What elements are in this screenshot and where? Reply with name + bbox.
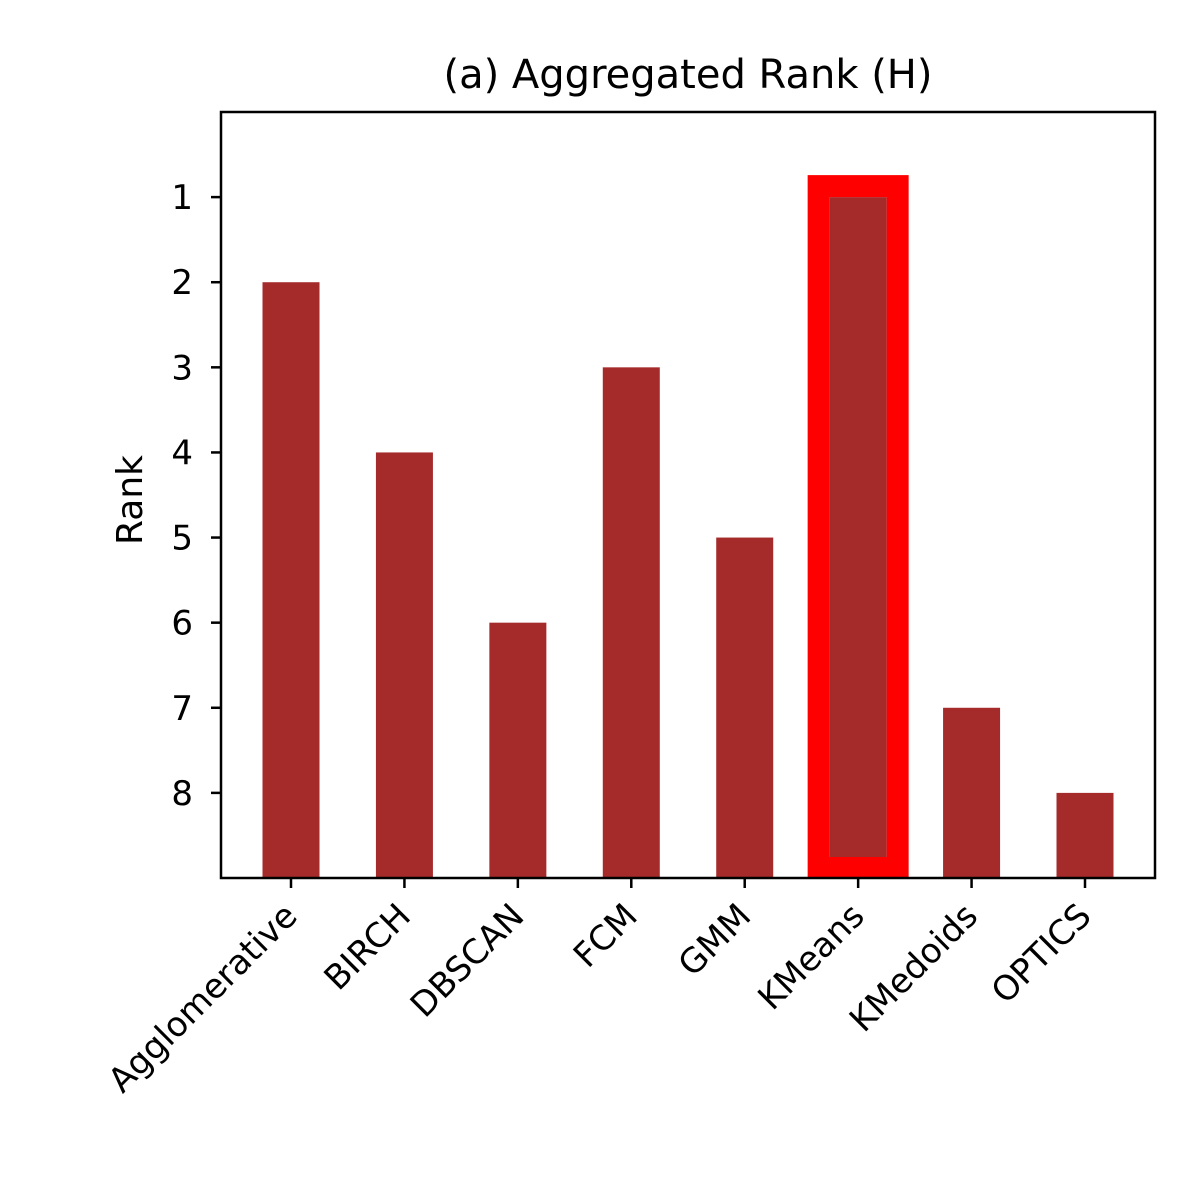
chart-title: (a) Aggregated Rank (H) xyxy=(443,52,932,98)
bars-layer xyxy=(262,197,1114,879)
y-tick-label: 1 xyxy=(171,178,193,218)
bar-kmedoids xyxy=(943,707,1001,878)
y-tick-label: 6 xyxy=(171,604,193,644)
y-tick-label: 3 xyxy=(171,348,193,388)
y-axis: 1 2 3 4 5 6 7 8 xyxy=(171,178,221,814)
x-tick-label: GMM xyxy=(671,896,759,984)
bar-dbscan xyxy=(489,622,547,878)
y-axis-label: Rank xyxy=(110,455,151,545)
x-tick-label: DBSCAN xyxy=(403,896,532,1025)
x-tick-label: FCM xyxy=(566,896,646,976)
y-tick-label: 8 xyxy=(171,774,193,814)
y-tick-label: 4 xyxy=(171,433,193,473)
bar-gmm xyxy=(716,537,774,878)
y-tick-label: 2 xyxy=(171,263,193,303)
x-tick-label: Agglomerative xyxy=(101,896,306,1101)
highlight-outline-kmeans xyxy=(807,175,909,880)
x-tick-label: OPTICS xyxy=(984,896,1100,1012)
bar-birch xyxy=(375,452,433,878)
highlight-layer xyxy=(807,175,909,880)
bar-optics xyxy=(1056,792,1114,878)
x-tick-label: BIRCH xyxy=(317,896,419,998)
y-tick-label: 5 xyxy=(171,519,193,559)
plot-frame xyxy=(219,110,1157,880)
y-tick-label: 7 xyxy=(171,689,193,729)
bar-fcm xyxy=(602,367,660,878)
bar-agglomerative xyxy=(262,282,320,878)
bar-kmeans xyxy=(829,197,887,879)
